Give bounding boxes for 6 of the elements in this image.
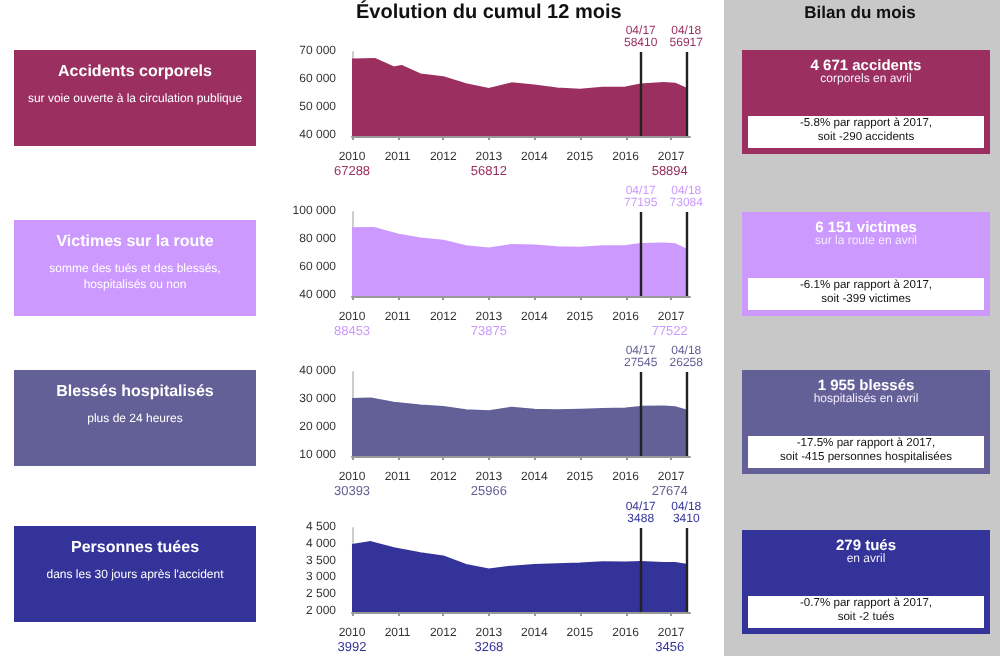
- text: Blessés hospitalisés: [54, 382, 216, 400]
- text: Bilan du mois: [802, 2, 918, 22]
- text: Victimes sur la route: [54, 232, 216, 250]
- text: Évolution du cumul 12 mois: [356, 2, 622, 24]
- text: Accidents corporels: [56, 62, 214, 80]
- text: Personnes tuées: [68, 538, 202, 556]
